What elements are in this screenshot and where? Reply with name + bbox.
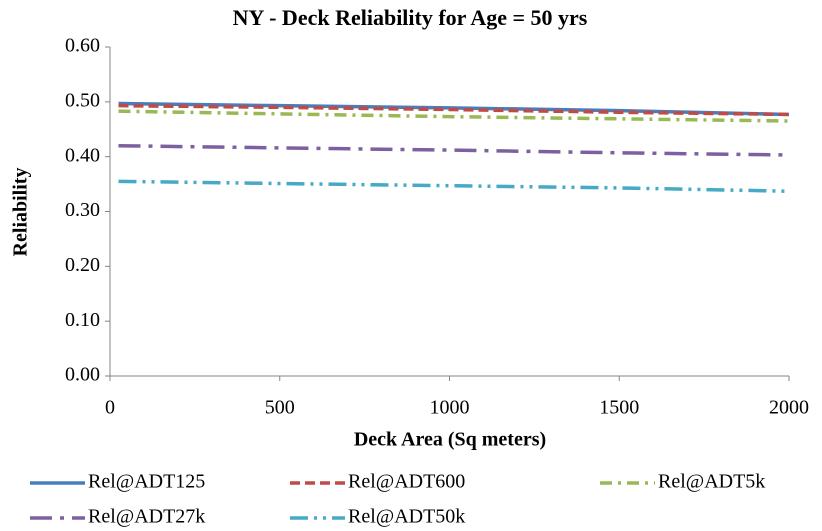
series-line: [118, 179, 790, 193]
legend-label: Rel@ADT5k: [658, 471, 765, 493]
legend-label: Rel@ADT50k: [348, 506, 465, 528]
series-line: [118, 109, 790, 123]
x-tick-label: 1000: [430, 397, 470, 419]
series-line: [118, 143, 790, 157]
series-line: [118, 103, 790, 117]
y-tick-label: 0.10: [65, 309, 100, 331]
x-axis-label: Deck Area (Sq meters): [354, 429, 546, 451]
y-tick-label: 0.50: [65, 89, 100, 111]
y-axis-label: Reliability: [10, 168, 32, 257]
y-tick-label: 0.40: [65, 144, 100, 166]
x-tick-label: 2000: [769, 397, 809, 419]
x-tick-label: 1500: [599, 397, 639, 419]
legend-label: Rel@ADT125: [88, 471, 205, 493]
chart-title: NY - Deck Reliability for Age = 50 yrs: [233, 5, 588, 30]
y-tick-label: 0.30: [65, 199, 100, 221]
x-tick-label: 500: [265, 397, 295, 419]
legend-label: Rel@ADT600: [348, 471, 465, 493]
y-tick-label: 0.00: [65, 364, 100, 386]
legend-label: Rel@ADT27k: [88, 506, 205, 528]
x-tick-label: 0: [105, 397, 115, 419]
y-tick-label: 0.60: [65, 35, 100, 57]
y-tick-label: 0.20: [65, 254, 100, 276]
